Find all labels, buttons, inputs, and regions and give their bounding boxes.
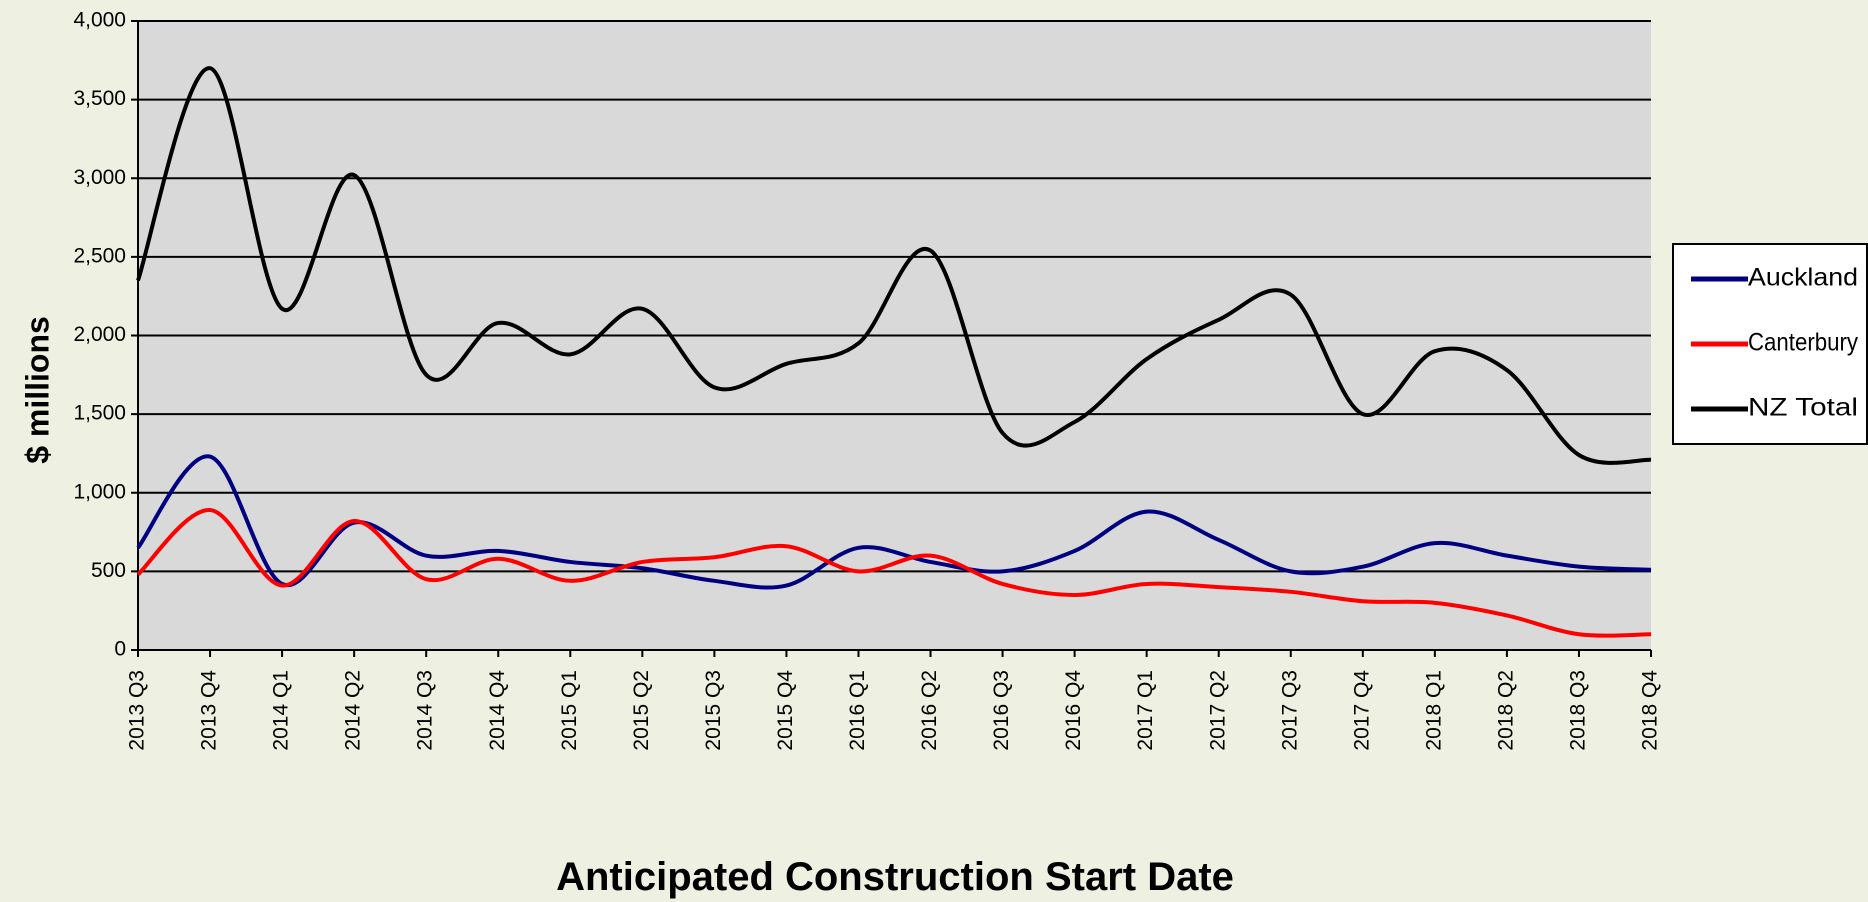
y-tick-label: 2,000 (73, 323, 126, 346)
legend-label: NZ Total (1748, 394, 1858, 422)
x-tick-label: 2014 Q3 (414, 670, 437, 751)
line-series (136, 66, 1652, 465)
x-tick-label: 2017 Q2 (1206, 670, 1229, 751)
x-tick-label: 2016 Q4 (1062, 670, 1085, 751)
x-tick-label: 2015 Q1 (558, 670, 581, 751)
x-tick-label: 2018 Q3 (1566, 670, 1589, 751)
line-series (136, 508, 1652, 638)
y-tick-label: 0 (114, 638, 126, 661)
x-tick-label: 2013 Q3 (126, 670, 149, 751)
y-tick-label: 500 (91, 559, 126, 582)
x-tick-label: 2015 Q2 (630, 670, 653, 751)
x-tick-label: 2015 Q3 (702, 670, 725, 751)
y-axis-title: $ millions (19, 316, 55, 464)
y-tick-label: 3,000 (73, 166, 126, 189)
x-tick-label: 2014 Q1 (270, 670, 293, 751)
y-tick-label: 1,500 (73, 402, 126, 425)
x-tick-label: 2018 Q4 (1639, 670, 1662, 751)
x-tick-label: 2018 Q1 (1422, 670, 1445, 751)
x-tick-label: 2016 Q2 (918, 670, 941, 751)
x-tick-label: 2016 Q3 (990, 670, 1013, 751)
y-tick-label: 3,500 (73, 87, 126, 110)
x-tick-label: 2016 Q1 (846, 670, 869, 751)
line-series (136, 454, 1652, 590)
x-tick-label: 2017 Q1 (1134, 670, 1157, 751)
x-tick-label: 2017 Q3 (1278, 670, 1301, 751)
x-tick-label: 2017 Q4 (1350, 670, 1373, 751)
legend-label: Auckland (1748, 264, 1858, 292)
x-tick-label: 2013 Q4 (198, 670, 221, 751)
legend-label: Canterbury (1748, 329, 1858, 357)
y-tick-label: 2,500 (73, 244, 126, 267)
x-tick-label: 2015 Q4 (774, 670, 797, 751)
x-tick-label: 2014 Q4 (486, 670, 509, 751)
x-tick-label: 2014 Q2 (342, 670, 365, 751)
x-axis-title: Anticipated Construction Start Date (556, 855, 1234, 899)
x-tick-label: 2018 Q2 (1494, 670, 1517, 751)
y-tick-label: 1,000 (73, 480, 126, 503)
y-tick-label: 4,000 (73, 9, 126, 32)
